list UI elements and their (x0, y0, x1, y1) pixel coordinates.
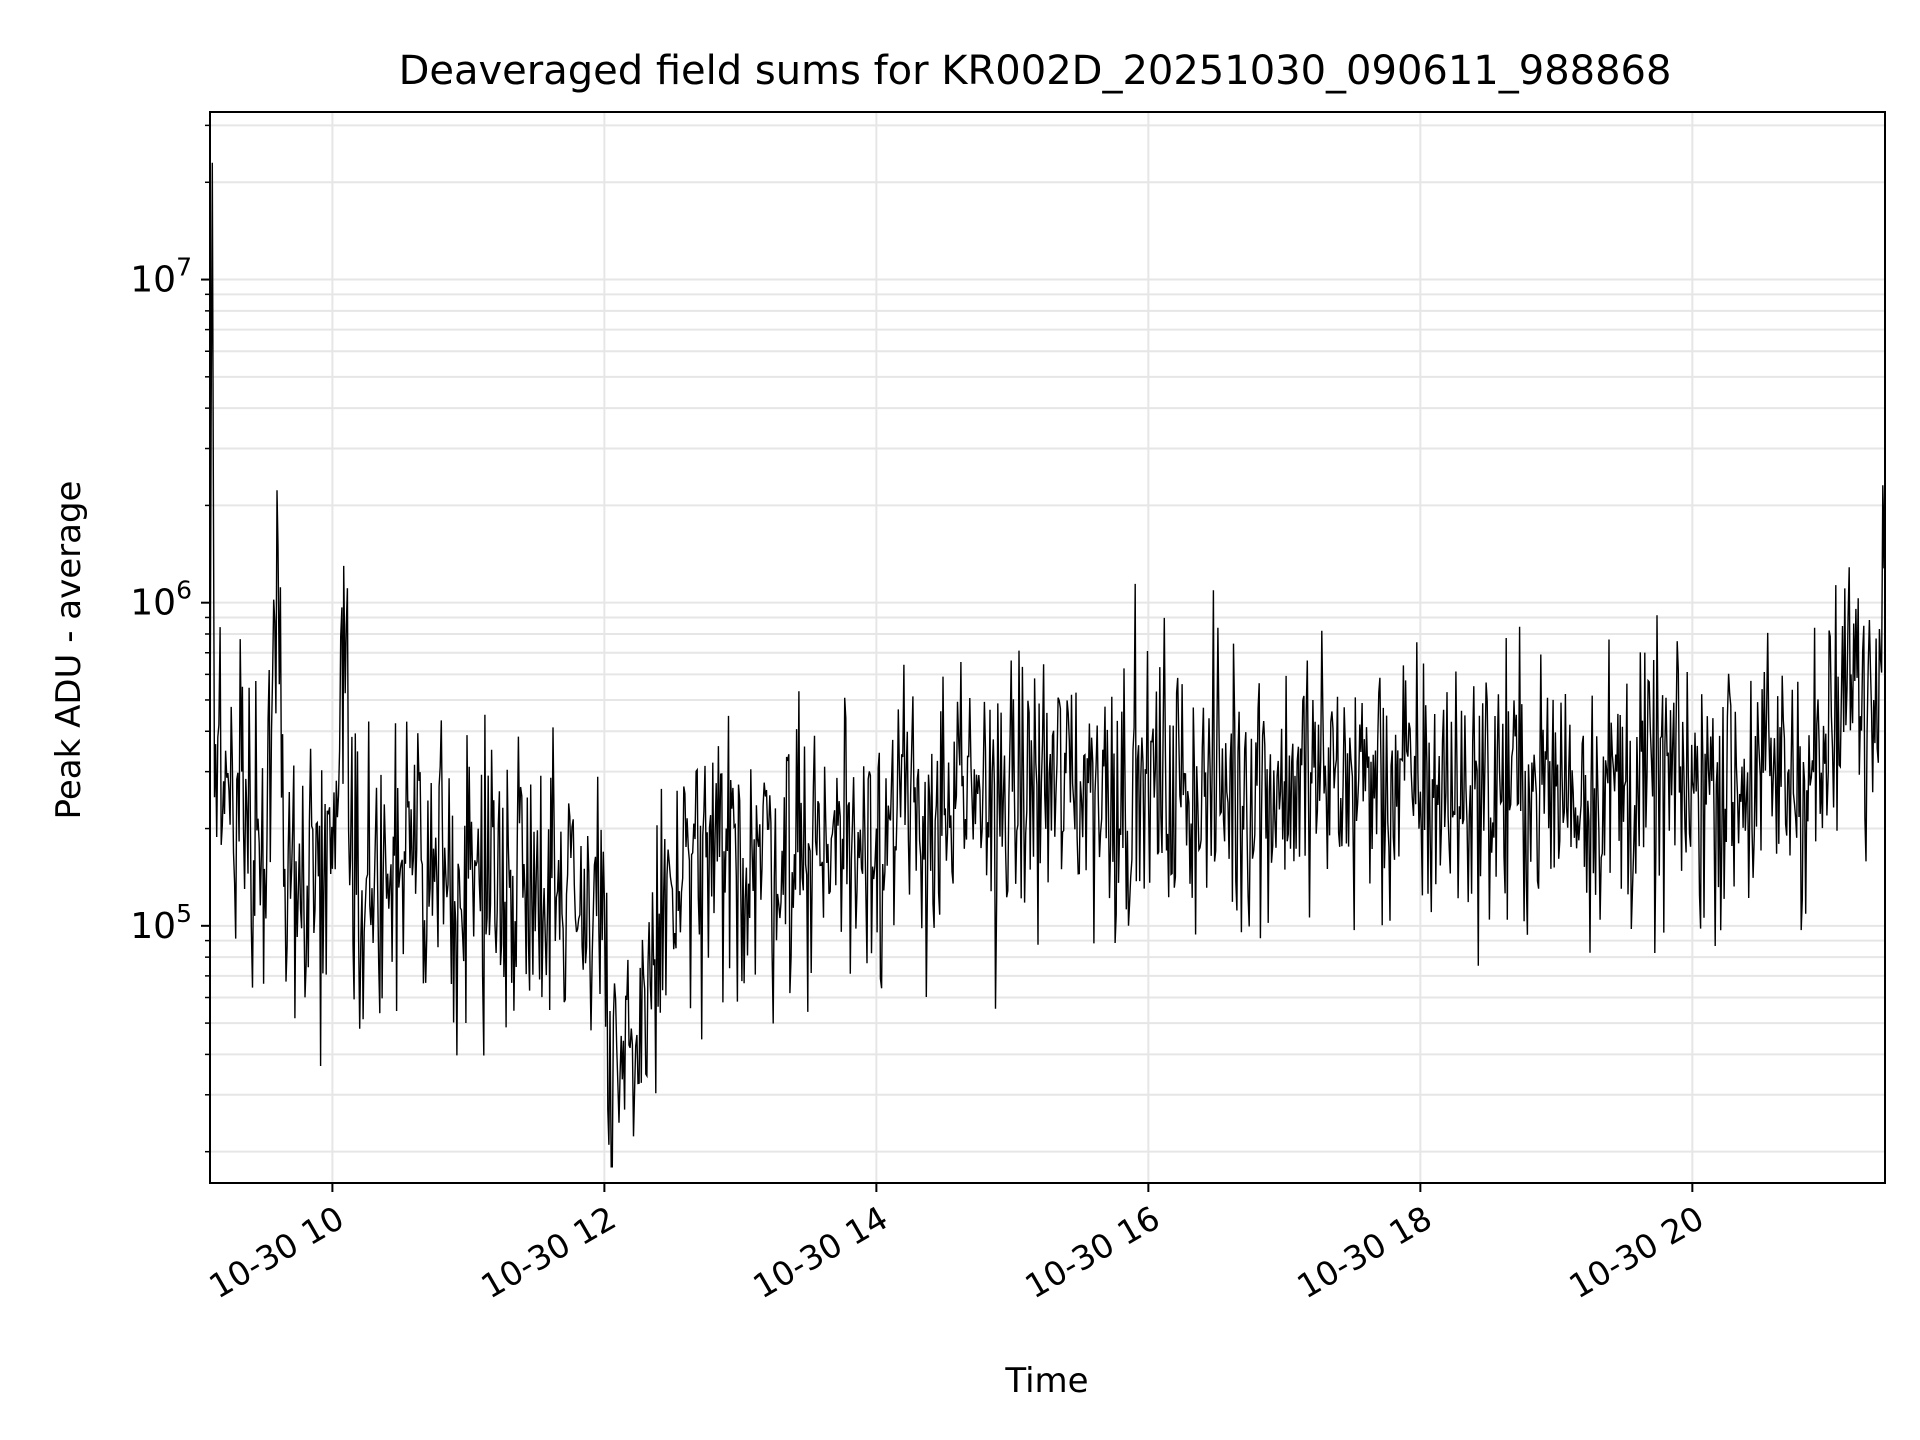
y-tick-label: 105 (130, 899, 192, 947)
chart-title: Deaveraged field sums for KR002D_2025103… (399, 48, 1672, 94)
x-axis-label: Time (1004, 1361, 1088, 1401)
series-line-0 (209, 162, 1886, 1168)
y-tick-label: 106 (130, 576, 192, 624)
series-layer (209, 162, 1886, 1168)
y-tick-label: 107 (130, 253, 192, 301)
y-axis-label: Peak ADU - average (49, 481, 89, 820)
plot-frame (209, 111, 1886, 1184)
